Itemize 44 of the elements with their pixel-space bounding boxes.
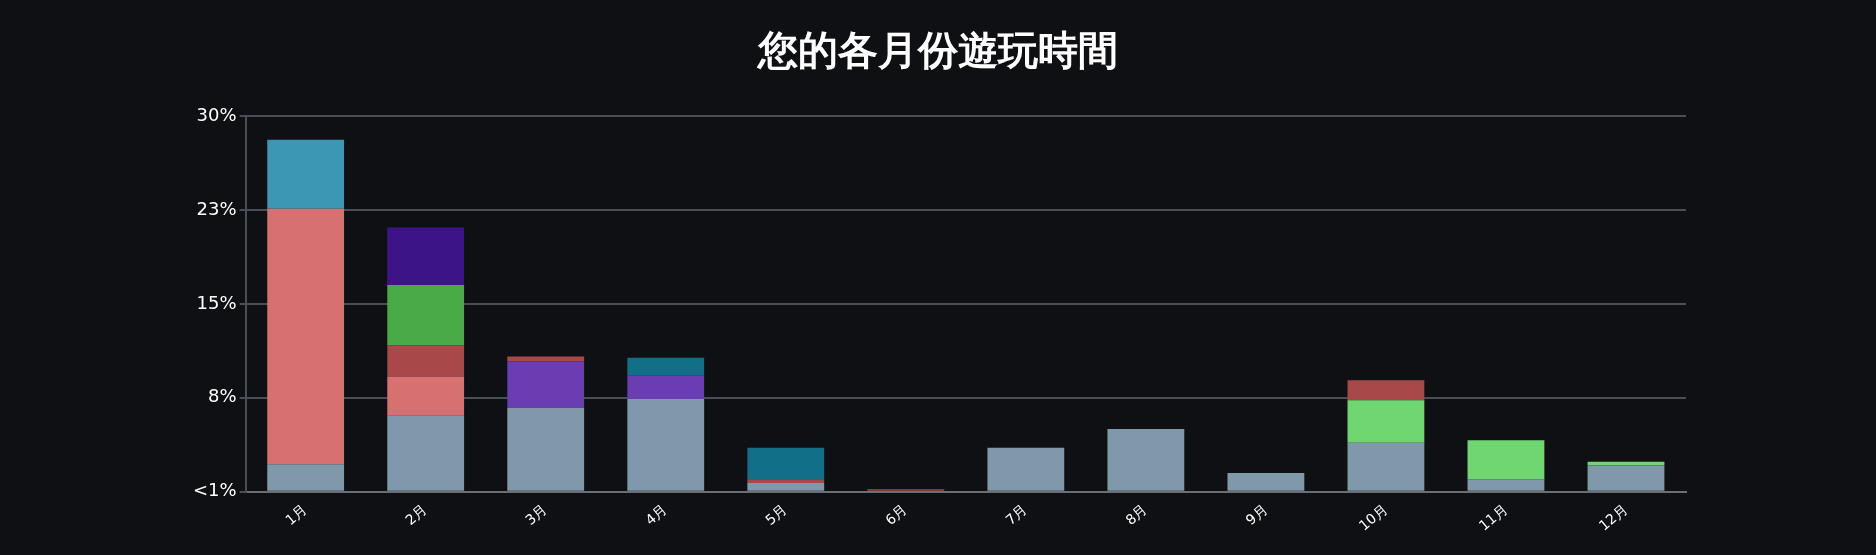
bar bbox=[267, 139, 345, 209]
x-tick-label: 3月 bbox=[522, 500, 550, 528]
bar bbox=[627, 375, 705, 400]
y-tick-label: 30% bbox=[196, 103, 237, 125]
bar bbox=[507, 356, 585, 362]
x-tick-label: 1月 bbox=[282, 500, 310, 528]
bar bbox=[1227, 472, 1305, 491]
bar bbox=[1107, 429, 1185, 491]
y-tick-label: 8% bbox=[208, 385, 237, 407]
chart-title: 您的各月份遊玩時間 bbox=[756, 27, 1118, 74]
bar bbox=[1347, 400, 1425, 443]
bar bbox=[1467, 479, 1545, 491]
bar bbox=[507, 407, 585, 491]
x-tick-label: 5月 bbox=[762, 500, 791, 528]
x-tick-label: 12月 bbox=[1595, 500, 1631, 534]
x-tick-label: 7月 bbox=[1002, 500, 1031, 528]
bar bbox=[387, 285, 465, 346]
x-tick-label: 10月 bbox=[1355, 500, 1391, 534]
bar bbox=[987, 447, 1065, 491]
bar bbox=[747, 482, 825, 491]
bar bbox=[627, 399, 705, 491]
bar bbox=[747, 447, 825, 480]
x-tick-label: 6月 bbox=[882, 500, 911, 528]
bar bbox=[507, 361, 585, 408]
y-tick-label: 23% bbox=[196, 197, 237, 219]
bar bbox=[387, 345, 465, 377]
bar bbox=[387, 376, 465, 416]
x-tick-label: 9月 bbox=[1242, 500, 1271, 528]
y-tick-label: 15% bbox=[196, 291, 237, 313]
bar bbox=[267, 208, 345, 465]
bar bbox=[747, 479, 825, 483]
bar bbox=[1347, 380, 1425, 401]
y-tick-label: <1% bbox=[193, 479, 237, 501]
x-tick-label: 4月 bbox=[642, 500, 671, 528]
x-tick-label: 2月 bbox=[402, 500, 430, 528]
bar bbox=[1467, 440, 1545, 480]
bar bbox=[267, 464, 345, 491]
bar bbox=[387, 415, 465, 491]
bar bbox=[1587, 465, 1665, 491]
bar bbox=[627, 357, 705, 376]
bar bbox=[387, 227, 465, 286]
x-tick-label: 8月 bbox=[1122, 500, 1151, 528]
bar bbox=[1347, 442, 1425, 491]
x-tick-label: 11月 bbox=[1475, 500, 1511, 534]
